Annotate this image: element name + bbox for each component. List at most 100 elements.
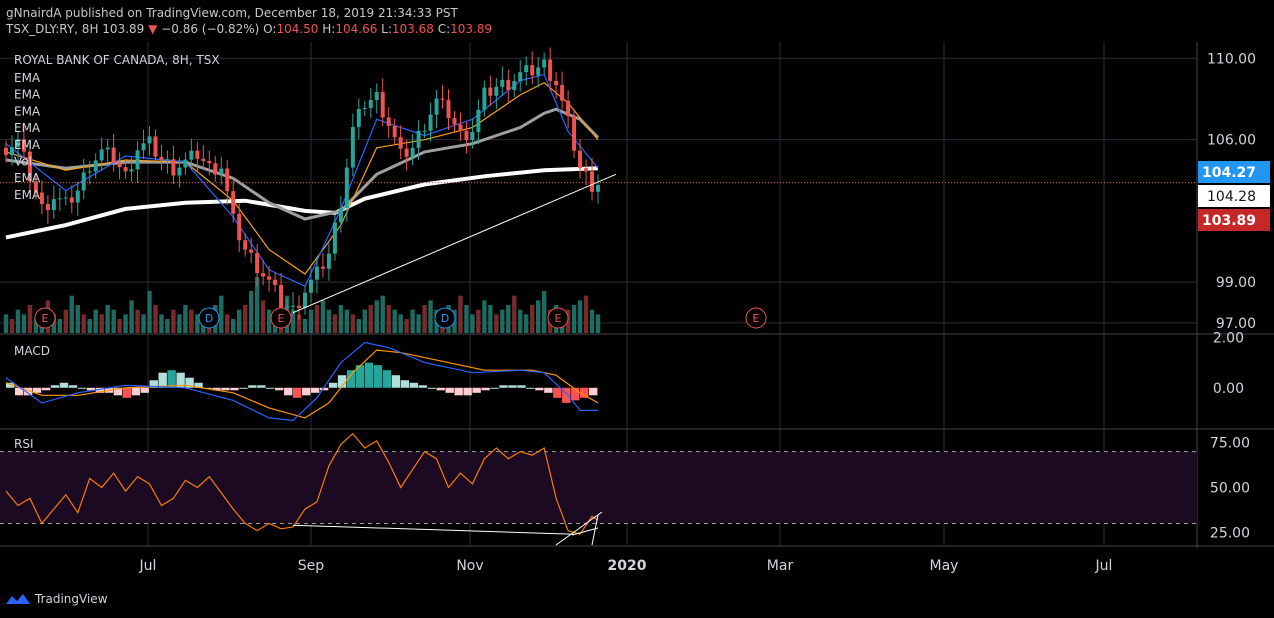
candle	[75, 181, 80, 217]
tradingview-logo[interactable]: TradingView	[6, 592, 108, 606]
symbol-name[interactable]: TSX_DLY:RY, 8H	[6, 22, 99, 36]
volume-bar	[536, 300, 541, 333]
price-label-box	[1198, 209, 1270, 231]
candle-body	[165, 159, 170, 161]
price-legend: ROYAL BANK OF CANADA, 8H, TSX EMA EMA EMA EM…	[14, 53, 220, 202]
candle-body	[554, 80, 559, 86]
macd-bar	[427, 387, 436, 389]
macd-bar	[131, 387, 140, 396]
volume-bar	[165, 319, 170, 333]
candle	[554, 72, 559, 99]
candle	[123, 160, 128, 179]
macd-bar	[535, 387, 544, 391]
macd-bar	[230, 387, 239, 391]
down-arrow-icon: ▼	[148, 22, 158, 36]
macd-bar	[302, 387, 311, 396]
candle-body	[488, 87, 493, 96]
candle	[45, 195, 50, 224]
volume-bar	[428, 300, 433, 333]
volume-bar	[69, 295, 74, 333]
macd-bar	[293, 387, 302, 398]
event-marker[interactable]: D	[198, 307, 220, 329]
candle	[87, 161, 92, 185]
candle	[368, 87, 373, 119]
candle	[105, 138, 110, 164]
candle	[9, 135, 14, 166]
volume-bar	[416, 314, 421, 333]
candle	[57, 187, 62, 212]
candle-body	[386, 117, 391, 126]
volume-bar	[296, 314, 302, 333]
macd-bar	[176, 372, 185, 388]
volume-bar	[57, 319, 63, 333]
candle	[21, 125, 26, 161]
candle-body	[596, 185, 600, 192]
volume-bar	[320, 300, 326, 333]
candle	[344, 158, 349, 222]
legend-study[interactable]: EMA	[14, 171, 41, 185]
volume-bar	[135, 309, 140, 333]
volume-bar	[518, 309, 523, 333]
event-marker[interactable]: E	[745, 307, 767, 329]
volume-bar	[99, 314, 104, 333]
price-label-red: 103.89	[1198, 209, 1270, 231]
candle-body	[147, 136, 152, 144]
candle	[530, 51, 535, 85]
candle	[231, 177, 236, 223]
candle	[4, 140, 8, 163]
volume-bar	[368, 305, 373, 333]
macd-bar	[221, 387, 230, 391]
candle-body	[392, 125, 397, 138]
volume-bar	[374, 300, 379, 333]
candle	[524, 56, 529, 86]
event-marker[interactable]: E	[270, 307, 292, 329]
candle	[572, 108, 577, 158]
candle	[428, 102, 433, 142]
legend-study[interactable]: EMA	[14, 104, 41, 118]
volume-bar	[398, 314, 403, 333]
event-marker[interactable]: E	[34, 307, 56, 329]
ema-200-line	[5, 166, 599, 240]
legend-study[interactable]: EMA	[14, 188, 41, 202]
volume-bar	[81, 314, 86, 333]
candle	[398, 125, 403, 160]
candle	[243, 233, 248, 257]
volume-bar	[356, 319, 362, 333]
legend-study[interactable]: EMA	[14, 71, 41, 85]
candle	[159, 144, 164, 171]
candle-body	[362, 107, 367, 109]
candle-body	[314, 266, 319, 280]
candle-body	[458, 124, 463, 131]
macd-bar	[481, 387, 490, 391]
candle-body	[578, 150, 583, 169]
legend-study[interactable]: Vol	[14, 155, 32, 169]
candle	[578, 138, 583, 179]
candle-body	[99, 149, 104, 161]
event-circle	[745, 307, 767, 329]
candle	[536, 57, 541, 88]
price-label-text: 104.27	[1202, 165, 1256, 181]
candle-body	[195, 150, 200, 159]
candle	[189, 138, 194, 170]
candle	[51, 185, 56, 219]
volume-bar	[248, 291, 254, 333]
candle-body	[135, 150, 140, 170]
legend-study[interactable]: EMA	[14, 138, 41, 152]
candle	[135, 141, 140, 184]
volume-bar	[21, 314, 27, 333]
legend-study[interactable]: EMA	[14, 88, 41, 102]
low-value: 103.68	[391, 22, 434, 36]
macd-histogram	[6, 362, 598, 403]
event-marker[interactable]: D	[434, 307, 456, 329]
macd-bar	[499, 385, 508, 388]
candle-body	[231, 191, 236, 214]
candle	[291, 292, 296, 316]
candle-body	[81, 172, 86, 191]
candle-body	[332, 222, 337, 254]
candle-body	[51, 199, 56, 211]
event-marker[interactable]: E	[547, 307, 569, 329]
macd-bar	[95, 387, 105, 393]
rsi-line	[5, 432, 599, 535]
legend-study[interactable]: EMA	[14, 121, 41, 135]
